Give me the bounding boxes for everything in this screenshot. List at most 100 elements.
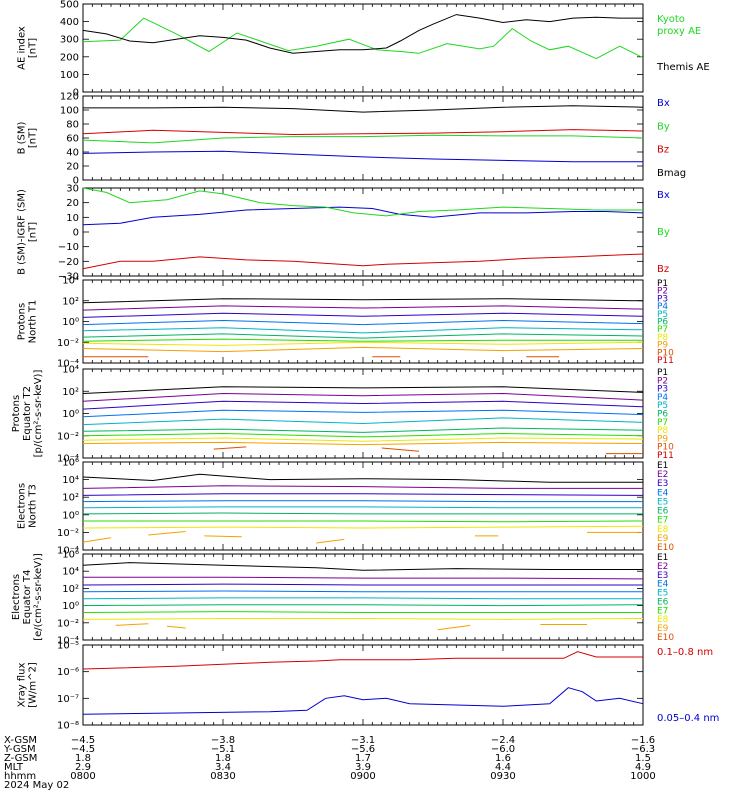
y-axis-title: Electrons	[11, 574, 22, 620]
series-line-e8	[82, 618, 644, 620]
legend-entry: E10	[657, 633, 674, 643]
legend-entry: P2	[657, 376, 668, 386]
series-line-by	[82, 134, 644, 144]
y-tick-label: 200	[60, 52, 79, 63]
y-axis-title: [e/(cm²-s-sr-keV)]	[33, 553, 44, 641]
y-tick-label: 80	[66, 120, 79, 131]
y-tick-label: 10⁴	[62, 365, 79, 376]
series-line-p10	[381, 447, 420, 452]
series-line-p5	[82, 417, 644, 426]
series-line-kyotoproxyae	[82, 17, 644, 60]
series-line-e1	[82, 562, 643, 571]
y-tick-label: 20	[66, 162, 79, 173]
series-line-e2	[83, 576, 644, 580]
y-tick-label: 10⁴	[62, 475, 79, 486]
series-line-p8	[82, 341, 644, 346]
panel-frame-3	[82, 187, 644, 277]
legend-entry: P3	[657, 385, 668, 395]
y-tick-label: 400	[60, 17, 79, 28]
y-axis-title: Xray flux	[17, 663, 28, 708]
y-tick-label: 10⁰	[62, 317, 79, 328]
legend-entry: P5	[657, 310, 668, 320]
legend-entry: E6	[657, 597, 669, 607]
y-tick-label: 10⁰	[62, 601, 79, 612]
series-line-e6	[82, 604, 644, 607]
footer-value: 4.9	[635, 762, 651, 773]
y-tick-label: 10⁻⁸	[57, 721, 79, 732]
y-tick-label: 10⁰	[62, 510, 79, 521]
y-tick-label: 10⁻⁴	[57, 454, 79, 465]
legend-entry: P9	[657, 341, 668, 351]
panel-frame-2	[82, 95, 644, 181]
series-line-0108nm	[82, 651, 643, 670]
legend-entry: Kyoto	[657, 14, 685, 25]
y-tick-label: −20	[58, 257, 79, 268]
y-axis-title: North T3	[28, 484, 39, 528]
footer-value: −3.8	[211, 735, 235, 746]
y-tick-label: 10	[66, 213, 79, 224]
y-tick-label: 0	[73, 88, 79, 99]
y-tick-label: 10⁻²	[57, 618, 79, 629]
series-line-e3	[82, 493, 644, 496]
y-tick-label: 10²	[62, 584, 79, 595]
series-line-p5	[82, 327, 644, 334]
legend-entry: E9	[657, 534, 669, 544]
y-axis-title: [W/m^2]	[28, 662, 39, 708]
footer-row-label: Y-GSM	[3, 744, 36, 755]
legend-entry: P10	[657, 443, 674, 453]
footer-value: 1.8	[215, 753, 231, 764]
legend-entry: P6	[657, 318, 668, 328]
series-line-e7	[82, 611, 643, 613]
legend-entry: proxy AE	[657, 26, 701, 37]
footer-row-label: X-GSM	[4, 735, 37, 746]
footer-value: −1.6	[631, 735, 655, 746]
y-axis-title: [nT]	[28, 38, 39, 58]
series-line-e9	[166, 625, 186, 629]
footer-value: 0930	[490, 771, 515, 782]
y-tick-label: 10⁶	[62, 550, 79, 561]
y-tick-label: 500	[60, 0, 79, 11]
y-tick-label: 10⁻⁷	[57, 694, 79, 705]
footer-value: 4.4	[495, 762, 511, 773]
series-line-bz	[82, 253, 644, 270]
y-tick-label: 40	[66, 148, 79, 159]
panel-frame-6	[82, 461, 644, 551]
legend-entry: E7	[657, 606, 668, 616]
series-line-themisae	[82, 14, 643, 54]
legend-entry: P11	[657, 356, 674, 366]
y-axis-title: B (SM)	[17, 121, 28, 154]
series-line-e7	[83, 520, 644, 523]
series-line-e4	[82, 500, 643, 503]
legend-entry: Themis AE	[656, 62, 710, 73]
date-label: 2024 May 02	[4, 780, 69, 791]
series-line-e9	[316, 538, 345, 544]
footer-value: 3.9	[355, 762, 371, 773]
y-tick-label: 10²	[62, 296, 79, 307]
legend-entry: P10	[657, 348, 674, 358]
y-tick-label: 100	[60, 70, 79, 81]
series-line-e1	[82, 473, 643, 483]
legend-entry: E2	[657, 562, 668, 572]
y-tick-label: 0	[73, 176, 79, 187]
legend-entry: Bx	[657, 190, 670, 201]
legend-entry: P4	[657, 302, 668, 312]
y-axis-title: Equator T4	[22, 570, 33, 625]
legend-entry: E3	[657, 571, 668, 581]
series-line-e9	[115, 623, 149, 626]
legend-entry: E8	[657, 615, 669, 625]
y-tick-label: 10⁴	[62, 567, 79, 578]
panel-frame-7	[82, 553, 644, 641]
y-axis-title: Protons	[11, 395, 22, 432]
y-axis-title: B (SM)-IGRF (SM)	[17, 189, 28, 275]
series-line-p4	[82, 409, 644, 418]
series-line-p6	[82, 427, 644, 433]
legend-entry: P11	[657, 451, 674, 461]
legend-entry: P8	[657, 426, 668, 436]
legend-entry: E3	[657, 479, 668, 489]
y-tick-label: −10	[58, 242, 79, 253]
series-line-e9	[204, 535, 242, 538]
footer-value: −3.1	[351, 735, 375, 746]
legend-entry: P8	[657, 333, 668, 343]
series-line-bmag	[83, 105, 644, 113]
